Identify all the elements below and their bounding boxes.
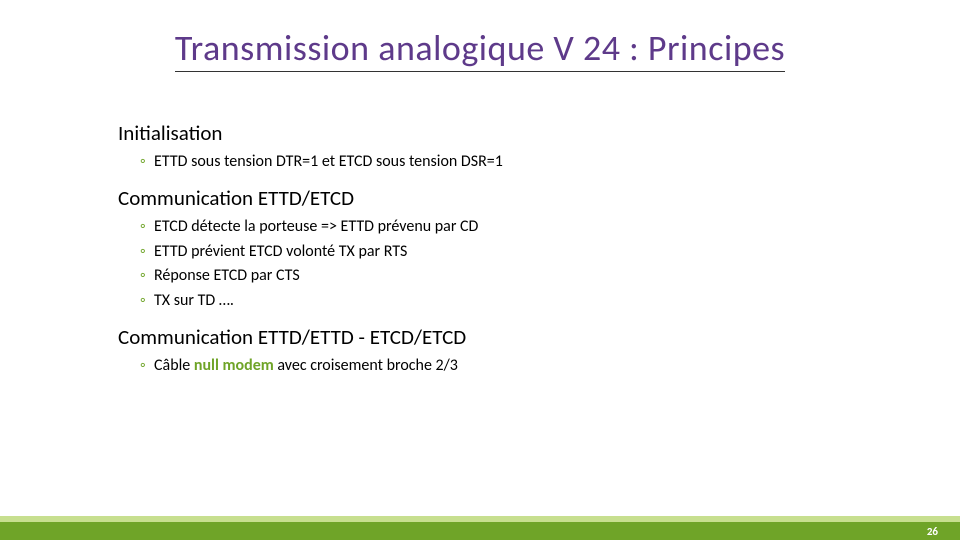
bullet-list: ◦ Câble null modem avec croisement broch…	[140, 354, 900, 379]
list-item-text: ETTD prévient ETCD volonté TX par RTS	[154, 242, 407, 261]
list-item: ◦ ETCD détecte la porteuse => ETTD préve…	[140, 215, 900, 240]
section-heading: Initialisation	[118, 120, 900, 146]
page-number: 26	[927, 525, 938, 538]
bullet-icon: ◦	[140, 264, 146, 289]
slide-title-text: Transmission analogique V 24 : Principes	[175, 26, 785, 72]
list-item-text: ETTD sous tension DTR=1 et ETCD sous ten…	[154, 152, 503, 171]
list-item: ◦ Câble null modem avec croisement broch…	[140, 354, 900, 379]
footer-accent-dark	[0, 522, 960, 540]
section-heading: Communication ETTD/ETCD	[118, 185, 900, 211]
bullet-icon: ◦	[140, 150, 146, 175]
bullet-list: ◦ ETTD sous tension DTR=1 et ETCD sous t…	[140, 150, 900, 175]
list-item-text-after: avec croisement broche 2/3	[274, 356, 458, 375]
bullet-icon: ◦	[140, 354, 146, 379]
slide-title: Transmission analogique V 24 : Principes	[0, 26, 960, 70]
list-item: ◦ ETTD prévient ETCD volonté TX par RTS	[140, 240, 900, 265]
list-item-text: ETCD détecte la porteuse => ETTD prévenu…	[154, 217, 478, 236]
bullet-list: ◦ ETCD détecte la porteuse => ETTD préve…	[140, 215, 900, 314]
footer-bar: 26	[0, 518, 960, 540]
list-item: ◦ ETTD sous tension DTR=1 et ETCD sous t…	[140, 150, 900, 175]
bullet-icon: ◦	[140, 240, 146, 265]
section-heading: Communication ETTD/ETTD - ETCD/ETCD	[118, 324, 900, 350]
list-item-text: TX sur TD ….	[154, 291, 234, 310]
list-item-bold: null modem	[194, 356, 274, 375]
list-item: ◦ Réponse ETCD par CTS	[140, 264, 900, 289]
list-item: ◦ TX sur TD ….	[140, 289, 900, 314]
list-item-text-before: Câble	[154, 356, 194, 375]
bullet-icon: ◦	[140, 289, 146, 314]
list-item-text: Réponse ETCD par CTS	[154, 266, 300, 285]
bullet-icon: ◦	[140, 215, 146, 240]
slide-body: Initialisation ◦ ETTD sous tension DTR=1…	[118, 110, 900, 379]
